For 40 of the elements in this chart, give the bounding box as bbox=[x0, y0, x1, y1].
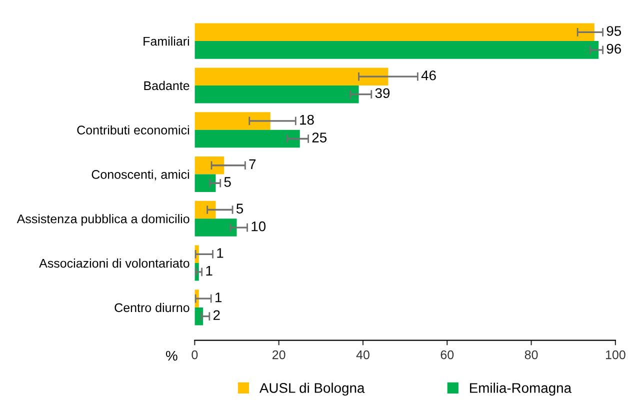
bar bbox=[194, 130, 300, 148]
x-tick-label: 100 bbox=[606, 350, 626, 360]
data-label: 10 bbox=[252, 221, 266, 232]
data-label: 5 bbox=[224, 177, 231, 187]
x-tick-label: 40 bbox=[356, 350, 370, 360]
data-label: 46 bbox=[421, 70, 436, 80]
y-tick-label: Associazioni di volontariato bbox=[39, 258, 190, 268]
bar bbox=[194, 156, 224, 174]
x-tick-label: 20 bbox=[272, 350, 286, 360]
y-tick-label: Assistenza pubblica a domicilio bbox=[16, 214, 190, 226]
data-label: 25 bbox=[312, 132, 327, 142]
y-tick-label: Conoscenti, amici bbox=[92, 170, 189, 180]
bar bbox=[194, 23, 594, 42]
x-tick-label: 80 bbox=[524, 350, 538, 360]
legend-label: AUSL di Bologna bbox=[259, 382, 365, 396]
bar bbox=[194, 85, 359, 104]
y-tick-label: Contributi economici bbox=[77, 125, 189, 135]
data-label: 1 bbox=[217, 248, 224, 258]
data-label: 96 bbox=[606, 44, 622, 54]
x-tick-label: 0 bbox=[192, 350, 198, 360]
data-label: 2 bbox=[213, 310, 220, 320]
data-label: 7 bbox=[249, 159, 256, 169]
bar bbox=[194, 68, 388, 86]
data-label: 1 bbox=[216, 292, 222, 302]
bar bbox=[194, 174, 216, 192]
y-tick-label: Centro diurno bbox=[114, 302, 190, 312]
bar bbox=[194, 112, 270, 130]
x-tick-label: 60 bbox=[440, 350, 454, 360]
bar bbox=[194, 200, 216, 219]
data-label: 95 bbox=[606, 26, 622, 36]
x-axis-title: % bbox=[166, 350, 178, 361]
data-label: 5 bbox=[236, 204, 244, 214]
bar bbox=[194, 218, 237, 236]
data-label: 18 bbox=[300, 114, 314, 125]
data-label: 1 bbox=[206, 266, 212, 276]
legend-label: Emilia-Romagna bbox=[470, 382, 572, 396]
data-label: 39 bbox=[375, 88, 390, 98]
y-tick-label: Familiari bbox=[144, 36, 189, 46]
bar bbox=[194, 41, 599, 59]
y-tick-label: Badante bbox=[144, 80, 190, 90]
